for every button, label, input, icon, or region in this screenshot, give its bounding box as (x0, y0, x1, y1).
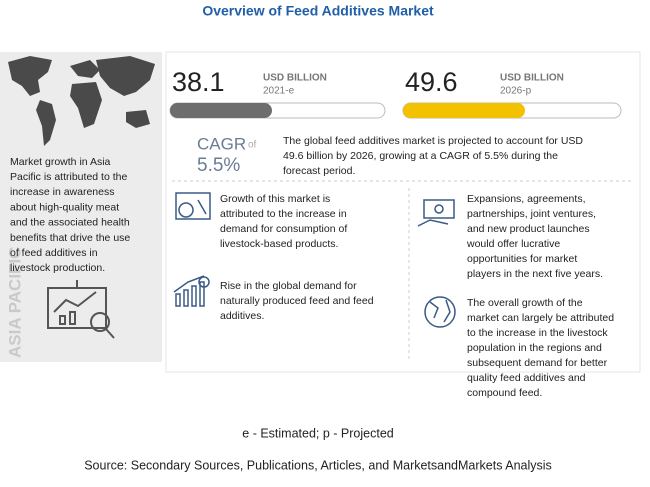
region-label: ASIA PACIFIC (5, 247, 24, 358)
forecast-bar-fill (403, 103, 525, 118)
region-text: livestock production. (10, 262, 105, 274)
insight-text: partnerships, joint ventures, (467, 208, 596, 220)
region-text: Market growth in Asia (10, 156, 111, 168)
icon (424, 296, 456, 328)
current-bar-fill (170, 103, 272, 118)
footnote: e - Estimated; p - Projected (242, 426, 394, 440)
forecast-value: 49.6 (405, 67, 458, 97)
summary-text: 49.6 billion by 2026, growing at a CAGR … (283, 150, 558, 162)
icon (175, 192, 211, 220)
insight-text: Growth of this market is (220, 193, 330, 205)
region-text: of feed additives in (10, 247, 98, 259)
insight-text: naturally produced feed and feed (220, 295, 374, 307)
current-year: 2021-e (263, 86, 295, 97)
region-text: benefits that drive the use (10, 232, 130, 244)
icon (173, 275, 210, 307)
forecast-year: 2026-p (500, 86, 532, 97)
insight-text: opportunities for market (467, 253, 577, 265)
analysis-icon (47, 280, 115, 339)
current-value: 38.1 (172, 67, 225, 97)
insight-text: attributed to the increase in (220, 208, 347, 220)
insight-text: quality feed additives and (467, 372, 586, 384)
insight-text: demand for consumption of (220, 223, 347, 235)
insight-text: subsequent demand for better (467, 357, 608, 369)
region-text: about high-quality meat (10, 201, 119, 213)
cagr-value: 5.5% (197, 155, 240, 176)
region-text: Pacific is attributed to the (10, 171, 127, 183)
forecast-unit: USD BILLION (500, 73, 564, 84)
insight-text: The overall growth of the (467, 297, 583, 309)
insight-text: population in the regions and (467, 342, 602, 354)
insight-text: market can largely be attributed (467, 312, 614, 324)
summary-text: The global feed additives market is proj… (283, 135, 583, 147)
insight-text: Expansions, agreements, (467, 193, 585, 205)
insight-text: and new product launches (467, 223, 590, 235)
cagr-of: of (248, 140, 257, 151)
cagr-label: CAGR (197, 134, 246, 153)
insight-text: to the increase in the livestock (467, 327, 608, 339)
insight-text: Rise in the global demand for (220, 280, 357, 292)
region-text: increase in awareness (10, 186, 114, 198)
insight-text: would offer lucrative (466, 238, 560, 250)
insight-text: additives. (220, 310, 264, 322)
title: Overview of Feed Additives Market (202, 3, 434, 19)
world-map (8, 56, 155, 146)
insight-text: players in the next five years. (467, 268, 603, 280)
source: Source: Secondary Sources, Publications,… (84, 458, 552, 472)
region-text: and the associated health (10, 217, 130, 229)
insight-text: compound feed. (467, 387, 542, 399)
insight-text: livestock-based products. (220, 238, 338, 250)
summary-text: forecast period. (283, 165, 355, 177)
market-panel (165, 51, 641, 373)
icon (417, 199, 455, 227)
current-unit: USD BILLION (263, 73, 327, 84)
